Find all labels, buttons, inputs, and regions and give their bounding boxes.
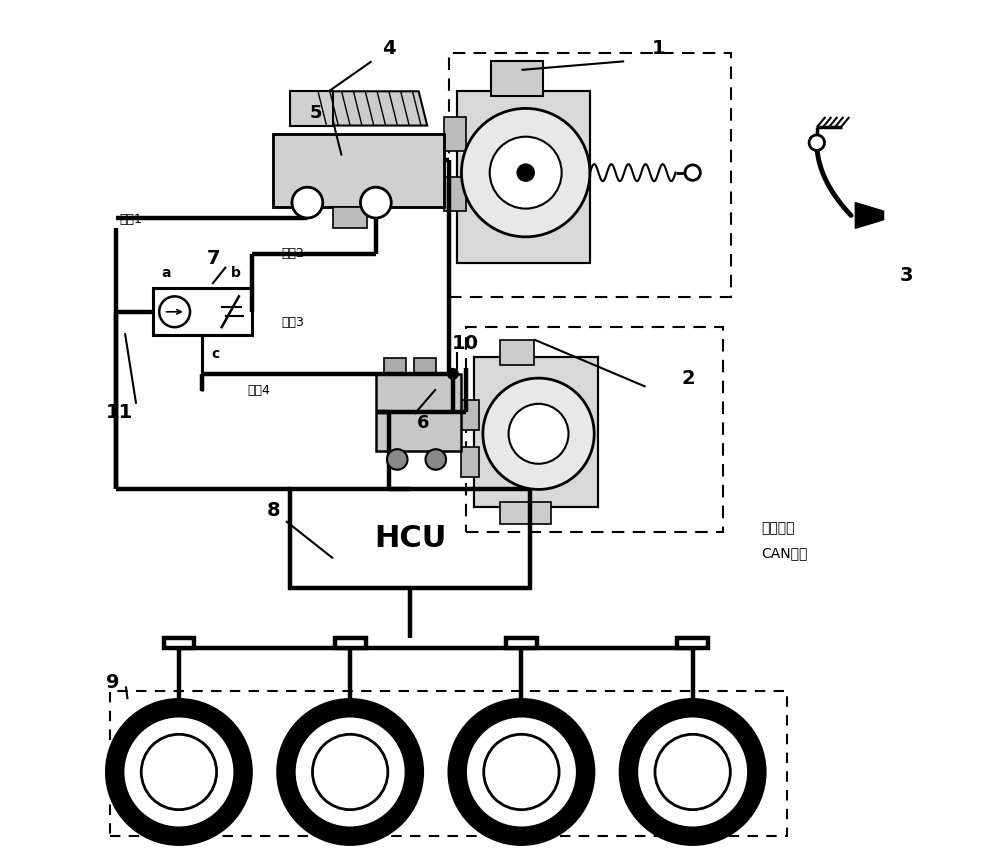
Text: 回路2: 回路2 — [282, 247, 305, 260]
Bar — [110, 691, 787, 836]
Polygon shape — [316, 91, 427, 125]
Text: 9: 9 — [106, 673, 120, 691]
Circle shape — [655, 734, 730, 810]
Text: 8: 8 — [266, 502, 280, 521]
Bar — [333, 207, 367, 228]
Circle shape — [490, 137, 562, 209]
Circle shape — [517, 164, 534, 181]
Circle shape — [159, 296, 190, 327]
Bar — [153, 289, 252, 335]
Text: 4: 4 — [382, 39, 396, 58]
Polygon shape — [366, 183, 386, 203]
Bar — [474, 356, 598, 507]
Text: LF: LF — [164, 762, 194, 782]
Circle shape — [628, 708, 757, 836]
Bar — [677, 637, 708, 648]
Bar — [414, 358, 436, 374]
Bar — [290, 91, 333, 125]
Bar — [491, 61, 543, 95]
Text: RF: RF — [334, 762, 366, 782]
Text: 11: 11 — [105, 403, 133, 422]
Circle shape — [286, 708, 414, 836]
Bar — [461, 447, 479, 477]
Text: 回路3: 回路3 — [282, 316, 305, 329]
Bar — [335, 637, 366, 648]
Text: CAN通讯: CAN通讯 — [761, 546, 808, 561]
Bar — [449, 52, 731, 297]
Circle shape — [360, 187, 391, 218]
Circle shape — [141, 734, 217, 810]
Text: 2: 2 — [682, 369, 695, 387]
Circle shape — [685, 165, 700, 180]
Bar — [500, 503, 551, 524]
Bar — [506, 637, 537, 648]
Text: 回路4: 回路4 — [247, 385, 270, 398]
Bar — [461, 399, 479, 430]
Text: 6: 6 — [417, 414, 429, 432]
Bar — [376, 374, 461, 451]
Bar — [384, 358, 406, 374]
Bar — [457, 91, 590, 263]
Circle shape — [387, 449, 408, 470]
Bar — [164, 637, 194, 648]
Polygon shape — [297, 183, 318, 203]
Text: LR: LR — [506, 762, 537, 782]
Bar — [273, 134, 444, 207]
Bar — [444, 117, 466, 151]
Text: 10: 10 — [452, 334, 479, 353]
Text: 3: 3 — [900, 266, 913, 285]
Text: 7: 7 — [206, 249, 220, 268]
Circle shape — [115, 708, 243, 836]
Bar — [474, 356, 598, 507]
Text: c: c — [211, 347, 219, 361]
Text: a: a — [161, 265, 171, 280]
Circle shape — [461, 108, 590, 237]
Polygon shape — [855, 203, 884, 228]
Bar — [500, 339, 534, 365]
Text: HCU: HCU — [374, 524, 446, 553]
Circle shape — [809, 135, 825, 150]
Circle shape — [457, 708, 586, 836]
Bar — [444, 177, 466, 211]
Text: 回路1: 回路1 — [119, 213, 142, 226]
Circle shape — [483, 378, 594, 490]
Text: 5: 5 — [310, 104, 322, 122]
Circle shape — [484, 734, 559, 810]
Text: 1: 1 — [652, 39, 665, 58]
Circle shape — [312, 734, 388, 810]
Circle shape — [509, 404, 568, 464]
Text: RR: RR — [676, 762, 710, 782]
Text: b: b — [231, 265, 241, 280]
Circle shape — [447, 368, 459, 380]
Bar — [290, 490, 530, 588]
Circle shape — [426, 449, 446, 470]
Bar — [466, 326, 723, 533]
Bar — [273, 134, 444, 207]
Text: 控制器间: 控制器间 — [761, 521, 795, 535]
Bar — [457, 91, 590, 263]
Circle shape — [292, 187, 323, 218]
